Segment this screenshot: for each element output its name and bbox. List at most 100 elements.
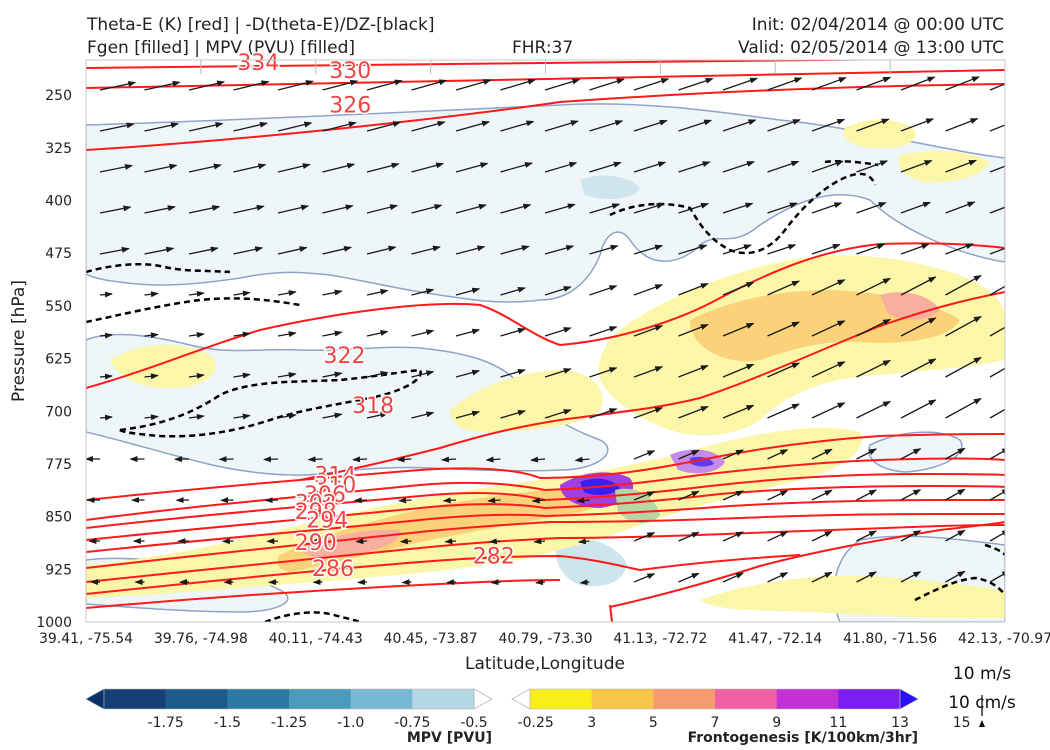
wind-arrow	[233, 413, 251, 420]
wind-arrow	[678, 323, 709, 337]
theta-e-302	[86, 484, 1005, 541]
fgen-green-patch	[615, 488, 660, 524]
wind-arrow	[188, 413, 205, 420]
wind-arrow	[945, 201, 976, 214]
wind-arrow	[633, 450, 656, 460]
wind-arrow	[989, 447, 1005, 460]
colorbar-segment	[289, 689, 352, 709]
wind-arrow	[455, 410, 481, 419]
wind-arrow	[811, 402, 846, 419]
wind-arrow	[366, 79, 403, 91]
black-dashed-contours	[86, 159, 1005, 622]
wind-arrow	[188, 205, 221, 214]
wind-key-speed-label: 10 m/s	[953, 664, 1011, 684]
wind-arrow	[544, 409, 572, 419]
fgen-fill-layer	[86, 119, 1005, 619]
wind-arrow	[99, 246, 130, 255]
wind-arrow	[945, 570, 966, 583]
wind-arrow	[945, 274, 982, 296]
wind-arrow	[767, 321, 800, 337]
theta-e-label: 310	[314, 473, 356, 498]
wind-arrow	[589, 408, 618, 419]
wind-arrow	[678, 119, 713, 132]
colorbar-left-extend	[85, 688, 105, 710]
wind-arrow	[455, 120, 491, 132]
dashed-contour-1	[86, 262, 231, 274]
wind-arrow	[188, 331, 205, 338]
wind-arrow	[945, 488, 966, 501]
colorbar-frame	[529, 688, 901, 710]
wind-arrow	[633, 573, 656, 583]
wind-arrow	[144, 80, 181, 91]
wind-arrow	[322, 289, 343, 296]
x-tick-label: 40.11, -74.43	[269, 631, 363, 647]
wind-arrow	[500, 78, 536, 91]
wind-arrow	[722, 490, 745, 501]
theta-e-282	[86, 579, 561, 609]
wind-arrow	[811, 448, 833, 460]
wind-arrow	[353, 497, 368, 504]
mpv-fill-layer	[86, 103, 1005, 622]
y-tick-label: 400	[45, 194, 72, 210]
y-tick-label: 250	[45, 88, 72, 104]
wind-arrow	[233, 163, 267, 173]
wind-arrow	[678, 202, 710, 214]
theta-e-306	[86, 472, 1005, 529]
wind-arrow	[945, 356, 982, 378]
theta-e-314	[86, 433, 1005, 501]
wind-arrow	[678, 364, 709, 378]
colorbar-left-extend	[511, 688, 531, 710]
wind-arrow	[722, 77, 758, 91]
wind-arrow	[455, 369, 481, 378]
wind-arrow	[856, 489, 877, 501]
wind-arrow	[722, 202, 754, 214]
wind-arrow	[767, 119, 801, 132]
fgen-yellow-mid	[450, 370, 603, 433]
y-axis: 250 325 400 475 550 625 700 775 850 925 1000	[36, 88, 72, 631]
wind-arrow	[945, 76, 980, 91]
wind-arrow	[678, 161, 711, 173]
wind-arrow	[500, 245, 530, 255]
wind-arrow	[989, 247, 1005, 255]
wind-arrow	[856, 202, 887, 214]
fgen-yellow-tr2	[898, 150, 990, 183]
wind-arrow	[945, 397, 982, 419]
wind-arrow	[144, 414, 159, 421]
dashed-contour-2	[86, 297, 301, 324]
colorbar-segment	[838, 689, 901, 709]
wind-arrow	[277, 290, 297, 297]
wind-arrow	[589, 285, 618, 296]
wind-arrow	[811, 361, 846, 378]
wind-arrow	[322, 330, 343, 337]
colorbar-tick-label: 3	[587, 715, 596, 731]
wind-arrow	[856, 318, 892, 337]
theta-e-label: 294	[306, 508, 348, 533]
colorbar-segment	[715, 689, 778, 709]
wind-arrow	[99, 205, 132, 214]
init-time: Init: 02/04/2014 @ 00:00 UTC	[751, 15, 1004, 35]
wind-arrow	[411, 329, 435, 337]
colorbar-segment	[165, 689, 228, 709]
wind-arrow	[945, 315, 982, 337]
wind-arrow	[144, 291, 159, 298]
wind-arrow	[589, 326, 618, 337]
wind-arrow	[322, 371, 343, 378]
theta-e-290	[86, 524, 1005, 583]
wind-arrow	[500, 120, 535, 132]
wind-arrow	[399, 538, 412, 545]
wind-arrow	[411, 204, 443, 214]
y-tick-label: 625	[45, 352, 72, 368]
wind-arrow	[444, 538, 457, 545]
wind-arrow	[366, 371, 389, 378]
mpv-region-mid	[86, 333, 609, 476]
dashed-contour-5	[824, 159, 879, 167]
wind-arrow	[900, 76, 936, 91]
theta-e-label: 322	[323, 344, 365, 369]
wind-arrow	[989, 570, 1005, 583]
wind-arrow	[188, 246, 219, 255]
wind-arrow	[767, 202, 798, 214]
wind-arrow	[589, 78, 625, 91]
x-tick-label: 40.45, -73.87	[384, 631, 478, 647]
wind-arrow	[531, 497, 546, 504]
